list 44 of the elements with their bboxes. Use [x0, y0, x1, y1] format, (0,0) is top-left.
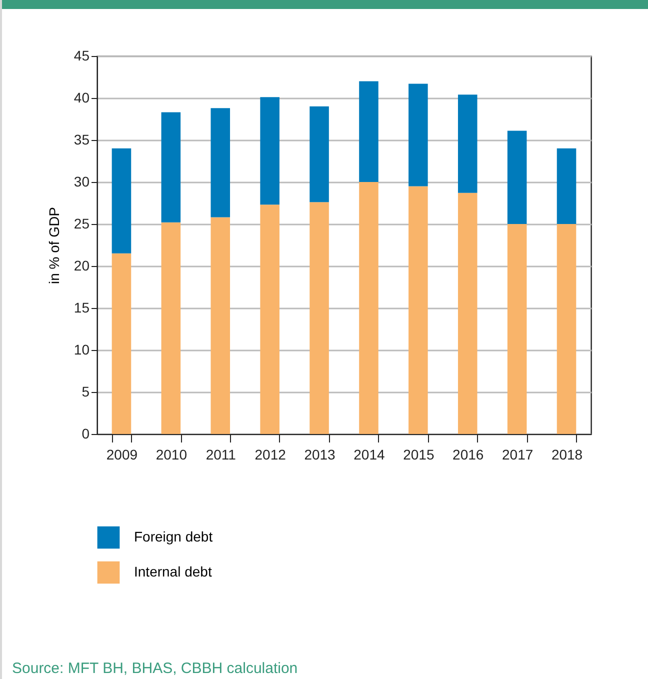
y-tick-label: 40: [74, 90, 90, 106]
y-axis-title: in % of GDP: [46, 206, 62, 284]
y-tick-label: 15: [74, 300, 90, 316]
bar: [556, 224, 576, 434]
bar: [161, 112, 181, 222]
bar: [507, 224, 527, 434]
x-tick-label: 2009: [106, 446, 138, 462]
bar: [507, 130, 527, 224]
bar: [408, 186, 428, 434]
bar: [260, 97, 280, 205]
bar: [458, 94, 478, 193]
bar: [210, 217, 230, 434]
bar: [310, 202, 329, 434]
x-tick-label: 2018: [551, 446, 583, 462]
bar: [408, 84, 428, 186]
bar: [260, 204, 280, 434]
x-tick-label: 2017: [502, 446, 534, 462]
bar: [210, 108, 230, 218]
y-tick-label: 45: [74, 48, 90, 64]
x-tick-label: 2016: [452, 446, 484, 462]
y-tick-label: 20: [74, 258, 90, 274]
y-tick-label: 0: [82, 426, 90, 442]
y-tick-label: 25: [74, 216, 90, 232]
y-tick-label: 5: [82, 384, 90, 400]
bar: [112, 253, 132, 434]
y-tick-label: 10: [74, 342, 90, 358]
x-tick-label: 2012: [254, 446, 286, 462]
bar: [161, 222, 181, 434]
y-tick-label: 30: [74, 174, 90, 190]
bar: [359, 81, 378, 182]
bar: [112, 148, 132, 254]
x-tick-label: 2010: [156, 446, 188, 462]
legend-label: Internal debt: [134, 564, 212, 580]
source-note: Source: MFT BH, BHAS, CBBH calculation: [12, 660, 298, 677]
x-tick-label: 2015: [403, 446, 434, 462]
legend-label: Foreign debt: [134, 528, 213, 544]
x-tick-label: 2013: [304, 446, 336, 462]
bar: [310, 106, 329, 202]
bar: [556, 148, 576, 224]
bar: [458, 192, 478, 434]
y-tick-label: 35: [74, 132, 90, 148]
x-tick-label: 2014: [354, 446, 386, 462]
x-tick-label: 2011: [206, 446, 236, 462]
bar: [359, 182, 378, 434]
